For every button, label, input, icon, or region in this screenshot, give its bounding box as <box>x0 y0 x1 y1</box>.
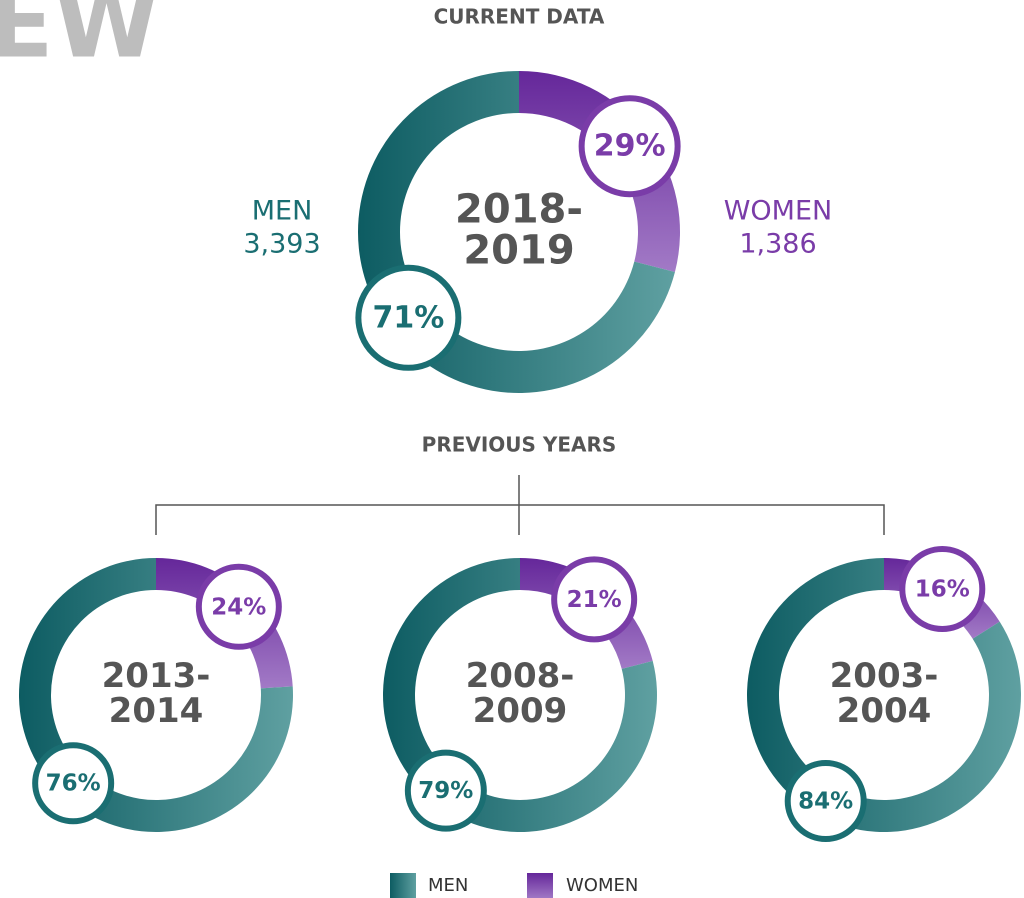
value-label: 71% <box>372 300 444 335</box>
value-label: 79% <box>418 778 473 804</box>
men-label: MEN <box>252 196 313 227</box>
legend-label: MEN <box>428 875 468 896</box>
donut-title: 2009 <box>473 691 568 731</box>
men-count: 3,393 <box>243 229 320 260</box>
value-bubble <box>404 749 487 832</box>
value-bubble <box>195 563 282 650</box>
women-count: 1,386 <box>739 229 816 260</box>
donut-title: 2019 <box>463 227 574 273</box>
donut-title: 2013- <box>102 656 211 696</box>
connector <box>155 475 885 535</box>
donut-title: 2014 <box>109 691 204 731</box>
value-label: 76% <box>46 771 101 797</box>
value-label: 21% <box>567 587 622 613</box>
donut-title: 2018- <box>455 187 583 233</box>
women-label: WOMEN <box>724 196 833 227</box>
value-label: 24% <box>211 594 266 620</box>
women-segment <box>156 558 293 689</box>
section-title: PREVIOUS YEARS <box>422 433 617 457</box>
donut-title: 2008- <box>466 656 575 696</box>
header-fragment: EW <box>0 0 159 79</box>
value-bubble <box>551 556 638 643</box>
value-bubble <box>784 760 867 843</box>
women-segment <box>519 71 680 273</box>
value-bubble <box>578 95 681 198</box>
donut-title: 2004 <box>837 691 932 731</box>
value-label: 29% <box>594 129 666 164</box>
value-label: 16% <box>915 576 970 602</box>
section-title: CURRENT DATA <box>434 5 605 29</box>
legend-swatch <box>390 873 416 898</box>
legend-label: WOMEN <box>566 875 638 896</box>
donut-title: 2003- <box>830 656 939 696</box>
value-label: 84% <box>798 789 853 815</box>
legend-swatch <box>527 873 553 898</box>
value-bubble <box>32 742 115 825</box>
value-bubble <box>899 545 986 632</box>
value-bubble <box>355 264 462 371</box>
